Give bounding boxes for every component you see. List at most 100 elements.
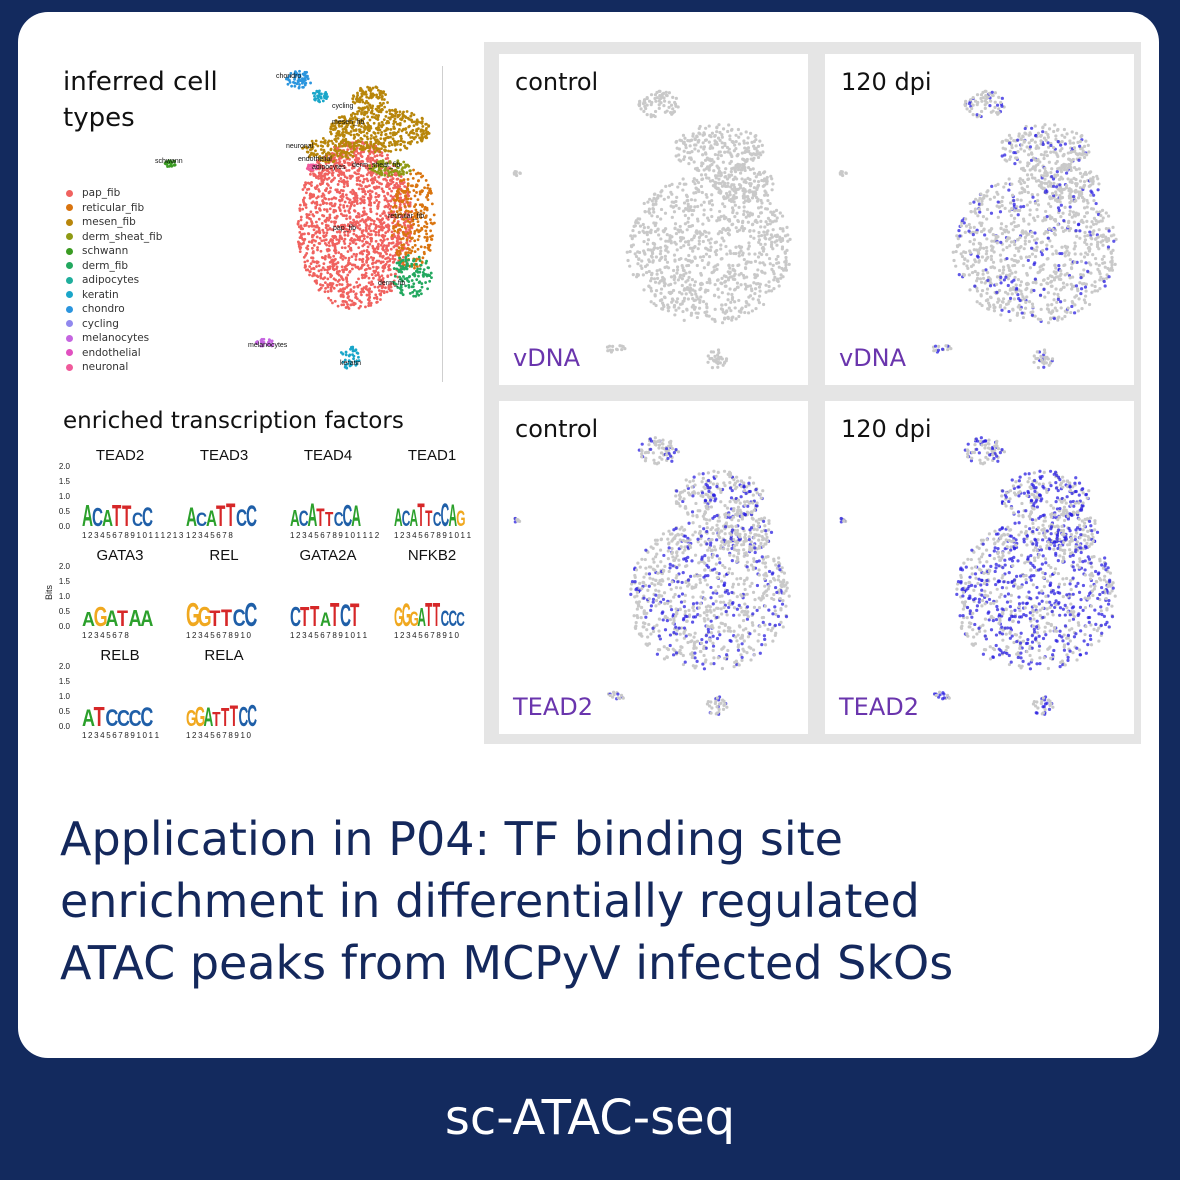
motif-base: T <box>94 702 105 733</box>
panel-umap <box>838 89 1118 370</box>
legend-label: endothelial <box>82 346 141 359</box>
y-tick: 2.0 <box>59 562 71 571</box>
y-tick: 0.0 <box>59 522 71 531</box>
legend-swatch <box>66 262 73 270</box>
motif-base: T <box>112 499 121 533</box>
panel-feature: vDNA <box>839 344 907 372</box>
motif-positions: 1 2 3 4 5 6 7 8 <box>186 531 233 540</box>
motif-positions: 1 2 3 4 5 6 7 8 9 1 0 1 1 <box>82 731 160 740</box>
motif-base: A <box>82 499 93 533</box>
legend-label: cycling <box>82 317 119 330</box>
cluster-label: endothelial <box>298 156 332 163</box>
motif-base: C <box>299 506 309 531</box>
umap-points <box>838 89 1118 370</box>
motif-base: T <box>310 600 319 632</box>
motif-base: T <box>209 607 221 631</box>
motif-base: C <box>342 499 352 533</box>
motif-base: A <box>417 604 426 632</box>
panel-condition: 120 dpi <box>841 68 932 96</box>
motif-base: G <box>402 598 411 634</box>
motif-name: GATA3 <box>97 547 144 564</box>
motif-base: T <box>425 506 432 531</box>
panel-vdna-control: control vDNA <box>499 54 808 385</box>
motif-name: TEAD3 <box>200 447 248 464</box>
motif-base: C <box>456 609 465 631</box>
cluster-label: cycling <box>332 103 354 110</box>
motif-base: G <box>198 601 212 632</box>
motif-base: G <box>186 596 200 633</box>
motif-base: C <box>402 506 411 531</box>
legend-label: chondro <box>82 303 125 316</box>
motif-base: G <box>94 601 108 632</box>
motif-base: C <box>140 701 153 732</box>
y-tick: 1.0 <box>59 492 71 501</box>
caption-line1: Application in P04: TF binding site <box>60 812 843 866</box>
motif-base: C <box>117 706 130 732</box>
legend-item: pap_fib <box>66 186 162 201</box>
umap-points <box>513 436 791 716</box>
y-tick: 0.5 <box>59 507 71 516</box>
y-tick: 1.5 <box>59 477 71 486</box>
motif-base: C <box>92 503 103 532</box>
y-tick: 1.0 <box>59 692 71 701</box>
y-tick: 2.0 <box>59 662 71 671</box>
motif-positions: 1 2 3 4 5 6 7 8 9 1 0 <box>186 631 252 640</box>
umap-title: inferred cell types <box>63 64 263 136</box>
caption: Application in P04: TF binding site enri… <box>60 808 1120 994</box>
motif-base: C <box>105 706 118 732</box>
motif-base: A <box>448 498 457 534</box>
legend-label: mesen_fib <box>82 216 136 229</box>
cluster-label: derm_fib <box>378 280 405 287</box>
motif-base: T <box>316 505 325 532</box>
legend-swatch <box>66 291 73 299</box>
motif-base: A <box>140 607 153 631</box>
motif-base: G <box>456 506 465 531</box>
motif-base: C <box>290 601 301 632</box>
y-tick: 1.5 <box>59 577 71 586</box>
legend-item: adipocytes <box>66 273 162 288</box>
cluster-label: pap_fib <box>333 225 356 232</box>
cell-type-umap: chondro cycling mesen_fib neuronal endotheli… <box>155 69 436 370</box>
legend-swatch <box>66 334 73 342</box>
panel-condition: control <box>515 415 599 443</box>
motif-base: T <box>350 598 360 634</box>
motif-positions: 1 2 3 4 5 6 7 8 9 1 0 1 1 1 2 1 3 <box>82 531 184 540</box>
y-tick: 2.0 <box>59 462 71 471</box>
motif-base: G <box>186 706 197 732</box>
legend-swatch <box>66 305 73 313</box>
motif-base: T <box>325 507 334 530</box>
motif-base: T <box>122 500 131 533</box>
legend-label: adipocytes <box>82 274 140 287</box>
motif-base: A <box>105 607 118 631</box>
motif-base: C <box>129 706 142 732</box>
legend-item: mesen_fib <box>66 215 162 230</box>
panel-feature: TEAD2 <box>513 693 593 721</box>
panel-feature: vDNA <box>513 344 581 372</box>
panel-condition: 120 dpi <box>841 415 932 443</box>
motif-base: A <box>82 706 95 732</box>
motif-base: C <box>334 507 344 531</box>
motif-base: C <box>246 500 257 534</box>
umap-points <box>839 436 1117 716</box>
motif-name: NFKB2 <box>408 547 456 564</box>
y-tick: 0.5 <box>59 607 71 616</box>
legend-label: neuronal <box>82 361 129 374</box>
motif-base: T <box>221 606 232 632</box>
motif-base: C <box>132 508 143 530</box>
legend-swatch <box>66 276 73 284</box>
motif-base: T <box>425 597 432 634</box>
panel-tead2-control: control TEAD2 <box>499 401 808 734</box>
legend-swatch <box>66 363 73 371</box>
motif-base: T <box>300 601 310 632</box>
cluster-label: derm_sheat_fib <box>352 162 400 169</box>
legend-label: derm_fib <box>82 259 129 272</box>
legend-item: derm_sheat_fib <box>66 230 162 245</box>
umap-points <box>163 69 436 370</box>
